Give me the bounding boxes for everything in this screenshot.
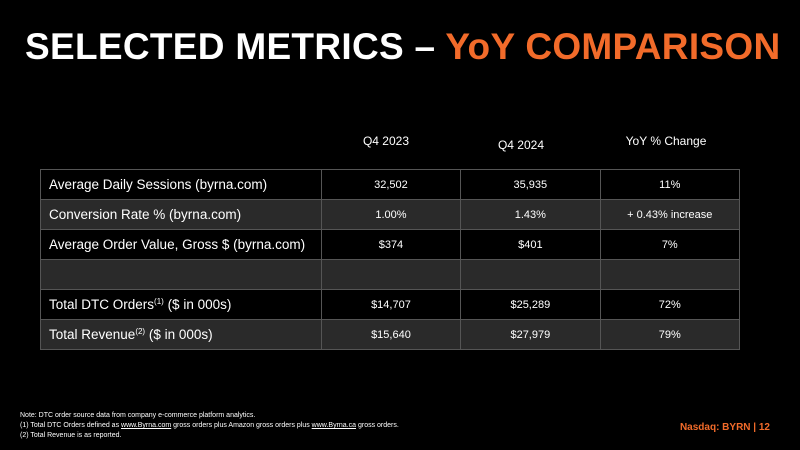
cell-q4-2023: $14,707 (320, 289, 462, 320)
title-accent: YoY COMPARISON (445, 26, 781, 67)
cell-yoy-change: 79% (599, 319, 741, 350)
cell-q4-2024: $25,289 (460, 289, 601, 320)
table-row: Average Daily Sessions (byrna.com) 32,50… (40, 169, 741, 200)
cell-q4-2024: $27,979 (460, 319, 601, 350)
cell-yoy-change (599, 259, 741, 290)
row-label (40, 259, 322, 290)
row-label: Total Revenue(2) ($ in 000s) (40, 319, 322, 350)
page-title: SELECTED METRICS – YoY COMPARISON (25, 26, 781, 68)
byrna-ca-link[interactable]: www.Byrna.ca (311, 422, 357, 429)
row-label: Total DTC Orders(1) ($ in 000s) (40, 289, 322, 320)
footnote-ref: (2) (135, 327, 146, 336)
cell-q4-2023: 1.00% (320, 199, 462, 230)
note-line: (2) Total Revenue is as reported. (20, 432, 122, 439)
cell-q4-2023: $374 (320, 229, 462, 260)
cell-yoy-change: 11% (599, 169, 741, 200)
table-row: Average Order Value, Gross $ (byrna.com)… (40, 229, 741, 260)
ticker-page-number: Nasdaq: BYRN | 12 (679, 422, 770, 433)
cell-yoy-change: 72% (599, 289, 741, 320)
cell-q4-2023: $15,640 (320, 319, 462, 350)
table-row: Total DTC Orders(1) ($ in 000s) $14,707 … (40, 289, 741, 320)
table-row: Conversion Rate % (byrna.com) 1.00% 1.43… (40, 199, 741, 230)
column-header-q4-2023: Q4 2023 (362, 134, 410, 148)
note-line: (1) Total DTC Orders defined as www.Byrn… (20, 422, 399, 429)
cell-q4-2024 (460, 259, 601, 290)
cell-q4-2023 (320, 259, 462, 290)
cell-yoy-change: 7% (599, 229, 741, 260)
cell-yoy-change: + 0.43% increase (599, 199, 741, 230)
footnotes: Note: DTC order source data from company… (20, 411, 399, 441)
footnote-ref: (1) (154, 297, 164, 306)
table-row: Total Revenue(2) ($ in 000s) $15,640 $27… (40, 319, 741, 350)
row-label: Conversion Rate % (byrna.com) (40, 199, 322, 230)
note-line: Note: DTC order source data from company… (20, 412, 256, 419)
row-label: Average Order Value, Gross $ (byrna.com) (40, 229, 322, 260)
table-row-spacer (40, 259, 741, 290)
byrna-com-link[interactable]: www.Byrna.com (121, 422, 172, 429)
row-label: Average Daily Sessions (byrna.com) (40, 169, 322, 200)
metrics-table: Average Daily Sessions (byrna.com) 32,50… (40, 169, 741, 350)
title-main: SELECTED METRICS – (25, 26, 446, 67)
cell-q4-2023: 32,502 (320, 169, 462, 200)
cell-q4-2024: 35,935 (460, 169, 601, 200)
cell-q4-2024: 1.43% (460, 199, 601, 230)
column-header-q4-2024: Q4 2024 (497, 138, 545, 152)
cell-q4-2024: $401 (460, 229, 601, 260)
column-header-yoy-change: YoY % Change (625, 134, 707, 148)
